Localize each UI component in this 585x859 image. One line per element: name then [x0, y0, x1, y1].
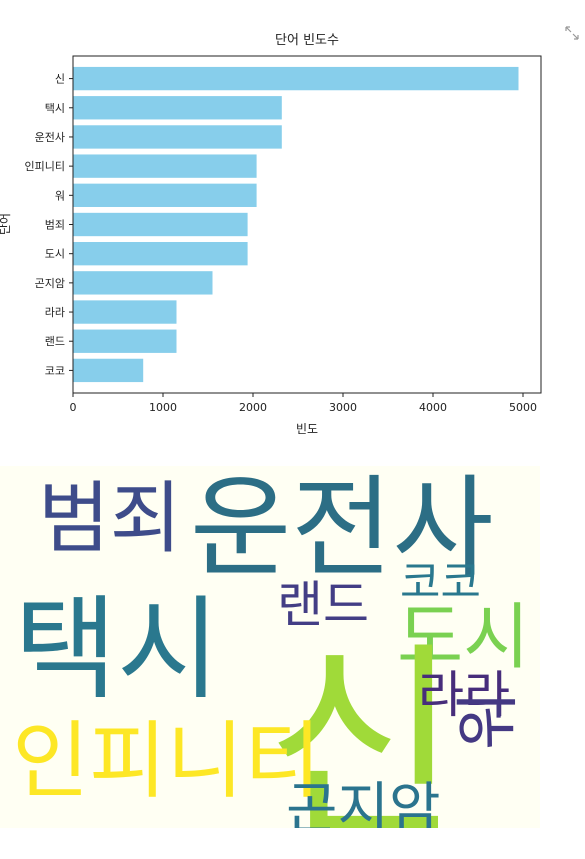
- word-택시: 택시: [14, 585, 220, 715]
- x-tick-label: 1000: [149, 401, 177, 414]
- y-tick-label: 랜드: [45, 335, 65, 348]
- word-랜드: 랜드: [277, 576, 369, 634]
- y-tick-label: 워: [55, 189, 65, 202]
- y-tick-label: 택시: [45, 102, 65, 115]
- bar-범죄: [73, 212, 248, 237]
- expand-icon[interactable]: [565, 26, 579, 40]
- word-도시: 도시: [397, 595, 529, 679]
- bar-택시: [73, 96, 282, 120]
- x-tick-label: 4000: [419, 401, 447, 414]
- bar-도시: [73, 242, 248, 266]
- word-운전사: 운전사: [190, 466, 494, 592]
- bar-신: [73, 66, 519, 91]
- x-tick-label: 2000: [239, 401, 267, 414]
- word-신: 신: [266, 623, 459, 828]
- y-tick-label: 인피니티: [25, 160, 65, 173]
- word-범죄: 범죄: [38, 474, 182, 564]
- word-워: 워: [452, 691, 526, 750]
- chart-title: 단어 빈도수: [275, 33, 339, 48]
- y-tick-label: 도시: [45, 248, 65, 261]
- x-tick-label: 0: [70, 401, 77, 414]
- word-cloud-background: [0, 466, 540, 828]
- y-tick-label: 신: [55, 73, 65, 86]
- bar-인피니티: [73, 154, 257, 178]
- x-tick-label: 5000: [509, 401, 537, 414]
- bar-랜드: [73, 329, 177, 353]
- bars-group: [73, 66, 519, 383]
- x-axis-label: 빈도: [296, 422, 318, 436]
- plot-frame: [72, 55, 542, 394]
- y-tick-label: 코코: [45, 364, 65, 377]
- word-라라: 라라: [418, 666, 510, 724]
- bar-곤지암: [73, 271, 213, 295]
- bar-워: [73, 183, 257, 207]
- bar-운전사: [73, 125, 282, 149]
- word-인피니티: 인피니티: [12, 712, 321, 810]
- y-axis-label: 단어: [0, 213, 12, 235]
- word-코코: 코코: [400, 557, 481, 608]
- y-tick-label: 범죄: [45, 219, 65, 232]
- y-tick-label: 운전사: [35, 131, 65, 144]
- bar-코코: [73, 358, 144, 383]
- bar-라라: [73, 300, 177, 324]
- word-곤지암: 곤지암: [286, 777, 441, 828]
- y-tick-label: 곤지암: [35, 277, 65, 290]
- x-ticks: 0 1000 2000 3000 4000 5000: [70, 393, 537, 414]
- y-tick-label: 라라: [45, 306, 65, 319]
- x-tick-label: 3000: [329, 401, 357, 414]
